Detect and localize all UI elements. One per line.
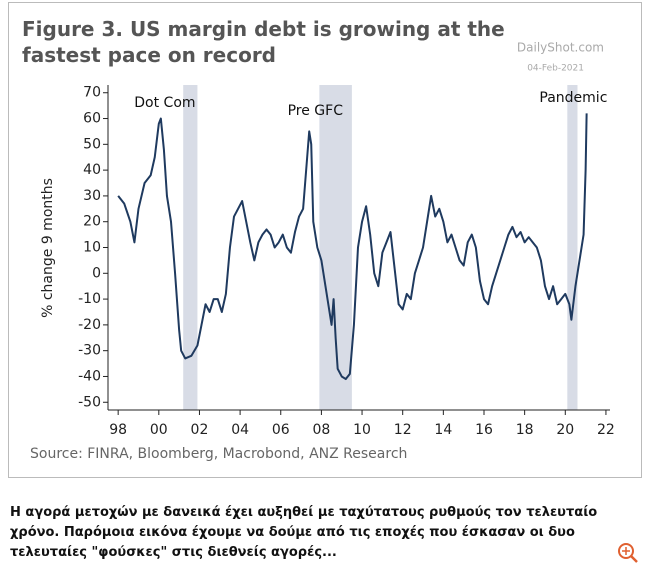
zoom-handle — [630, 555, 638, 563]
recession-band — [319, 85, 352, 410]
x-tick-label: 22 — [597, 422, 615, 438]
annotation: Dot Com — [134, 95, 195, 111]
chart-title: Figure 3. US margin debt is growing at t… — [22, 17, 505, 67]
source: Source: FINRA, Bloomberg, Macrobond, ANZ… — [30, 446, 408, 462]
watermark: DailyShot.com — [517, 41, 604, 55]
y-tick-label: 50 — [83, 136, 101, 152]
y-tick-label: 30 — [83, 188, 101, 204]
x-tick-label: 02 — [191, 422, 209, 438]
zoom-icon[interactable] — [618, 543, 638, 563]
annotation: Pre GFC — [288, 103, 344, 119]
x-tick-label: 12 — [394, 422, 412, 438]
y-tick-label: -40 — [78, 368, 101, 384]
y-tick-label: -30 — [78, 343, 101, 359]
y-tick-label: 10 — [83, 240, 101, 256]
x-tick-label: 18 — [516, 422, 534, 438]
y-tick-label: -50 — [78, 394, 101, 410]
zoom-ring — [618, 543, 634, 559]
y-axis-label: % change 9 months — [40, 178, 56, 318]
y-tick-label: 40 — [83, 162, 101, 178]
x-tick-label: 14 — [434, 422, 452, 438]
y-tick-label: 70 — [83, 85, 101, 101]
date: 04-Feb-2021 — [527, 64, 584, 74]
caption: Η αγορά μετοχών με δανεικά έχει αυξηθεί … — [10, 505, 598, 560]
recession-band — [567, 85, 578, 410]
annotation: Pandemic — [539, 90, 607, 106]
y-tick-label: 20 — [83, 214, 101, 230]
x-tick-label: 08 — [312, 422, 330, 438]
x-tick-label: 06 — [272, 422, 290, 438]
y-tick-label: -10 — [78, 291, 101, 307]
recession-band — [183, 85, 198, 410]
x-tick-label: 98 — [109, 422, 127, 438]
x-tick-label: 04 — [231, 422, 249, 438]
series-line — [117, 113, 588, 381]
y-tick-label: 60 — [83, 111, 101, 127]
y-tick-label: 0 — [92, 265, 101, 281]
x-tick-label: 10 — [353, 422, 371, 438]
x-tick-label: 00 — [150, 422, 168, 438]
x-tick-label: 20 — [556, 422, 574, 438]
y-tick-label: -20 — [78, 317, 101, 333]
x-tick-label: 16 — [475, 422, 493, 438]
